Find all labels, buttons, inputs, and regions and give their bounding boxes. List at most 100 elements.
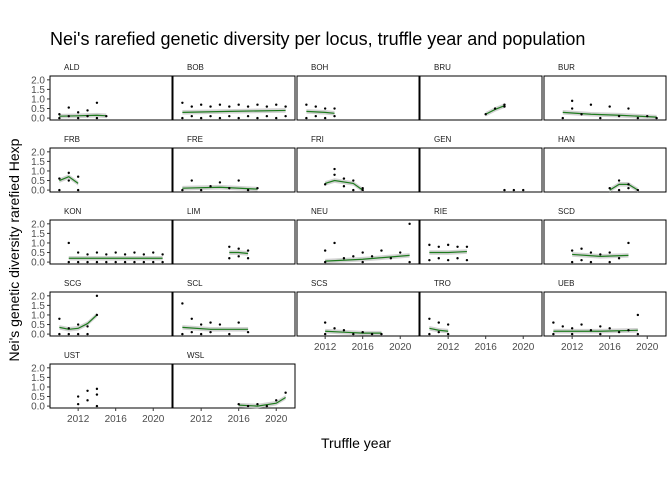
data-point: [323, 260, 327, 264]
data-point: [305, 116, 308, 120]
data-point: [246, 404, 250, 408]
data-point: [95, 116, 99, 120]
data-point: [636, 188, 640, 192]
data-point: [627, 107, 630, 110]
data-point: [284, 391, 287, 394]
data-point: [493, 107, 497, 110]
facet-bur: BUR: [543, 63, 667, 121]
data-point: [228, 332, 231, 336]
smooth-line: [562, 111, 657, 118]
data-point: [570, 107, 574, 110]
panel-border: [172, 219, 296, 265]
y-tick-label: 1.0: [31, 166, 45, 177]
data-point: [76, 402, 80, 406]
data-point: [76, 395, 80, 398]
data-point: [580, 113, 583, 116]
data-point: [123, 253, 127, 256]
data-point: [133, 260, 136, 264]
panel-border: [172, 147, 296, 193]
data-point: [352, 332, 355, 336]
data-point: [389, 257, 393, 260]
data-point: [256, 103, 259, 106]
data-point: [237, 116, 240, 120]
facet-scs: SCS 2012 2016 2020: [296, 279, 420, 353]
data-point: [218, 116, 222, 120]
smooth-line: [59, 176, 79, 184]
data-point: [199, 116, 203, 120]
data-point: [361, 186, 364, 190]
data-point: [228, 114, 231, 118]
data-point: [599, 332, 602, 336]
data-point: [428, 258, 431, 262]
data-point: [589, 260, 593, 264]
facet-label: BOB: [187, 63, 204, 72]
facet-label: UST: [64, 351, 80, 360]
data-point: [599, 325, 602, 328]
data-point: [646, 114, 649, 118]
data-point: [209, 114, 212, 118]
y-tick-label: 1.0: [31, 310, 45, 321]
facet-bru: BRU: [419, 63, 543, 121]
data-point: [133, 251, 136, 254]
y-tick-label: 1.0: [31, 238, 45, 249]
data-point: [237, 255, 240, 258]
facet-label: BRU: [434, 63, 451, 72]
data-point: [246, 114, 250, 118]
panel-border: [172, 291, 296, 337]
y-tick-label: 2.0: [31, 147, 45, 158]
data-point: [437, 245, 440, 248]
data-point: [589, 103, 593, 106]
data-point: [58, 113, 61, 116]
panel-border: [49, 291, 173, 337]
panel-border: [49, 363, 173, 409]
x-tick-label: 2016: [352, 342, 375, 353]
data-point: [446, 258, 450, 262]
y-axis-label: Nei's genetic diversity rarefied Hexp: [6, 138, 22, 361]
y-tick-label: 0.0: [31, 186, 45, 197]
data-point: [314, 105, 317, 108]
data-point: [428, 317, 431, 320]
data-point: [352, 255, 355, 258]
facet-scl: SCL: [172, 279, 296, 337]
data-point: [333, 173, 336, 176]
data-point: [580, 323, 583, 326]
data-point: [608, 251, 611, 254]
data-point: [161, 260, 164, 264]
data-point: [570, 332, 574, 336]
x-tick-label: 2012: [190, 414, 213, 425]
facet-label: SCS: [311, 279, 327, 288]
facet-label: FRB: [64, 135, 80, 144]
data-point: [561, 116, 564, 120]
y-tick-label: 0.0: [31, 258, 45, 269]
confidence-ribbon: [59, 174, 79, 186]
data-point: [503, 105, 506, 108]
data-point: [503, 103, 506, 106]
facet-label: RIE: [434, 207, 447, 216]
y-tick-label: 2.0: [31, 363, 45, 374]
data-point: [190, 114, 193, 118]
data-point: [323, 321, 327, 324]
data-point: [76, 175, 80, 178]
facet-ald: ALD 0.00.51.01.52.0: [31, 63, 173, 125]
data-point: [199, 323, 203, 326]
y-tick-label: 0.0: [31, 330, 45, 341]
data-point: [323, 107, 327, 110]
data-point: [246, 257, 250, 260]
data-point: [561, 325, 564, 328]
facet-label: SCD: [558, 207, 575, 216]
x-tick-label: 2020: [636, 342, 659, 353]
data-point: [246, 330, 250, 334]
data-point: [361, 251, 364, 254]
facet-fri: FRI: [296, 135, 420, 193]
data-point: [380, 332, 383, 336]
facet-label: HAN: [558, 135, 575, 144]
y-tick-label: 0.5: [31, 320, 45, 331]
data-point: [237, 103, 240, 106]
facet-label: KON: [64, 207, 82, 216]
data-point: [67, 179, 70, 182]
y-tick-label: 0.5: [31, 248, 45, 259]
data-point: [86, 325, 89, 328]
data-point: [67, 114, 70, 118]
data-point: [608, 186, 611, 190]
data-point: [446, 323, 450, 326]
